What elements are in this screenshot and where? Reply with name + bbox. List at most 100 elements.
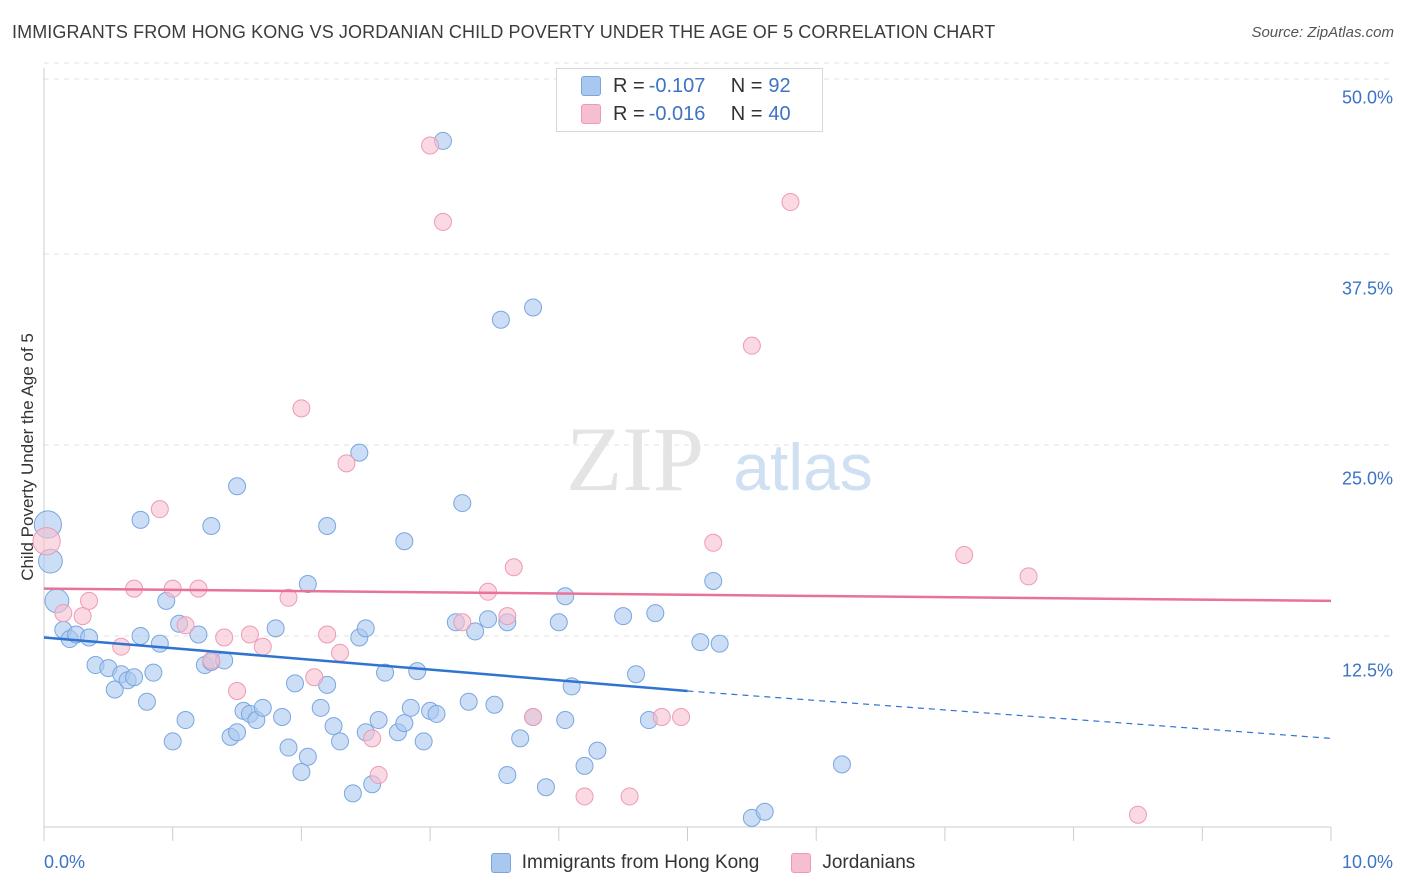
point-hong-kong bbox=[408, 662, 427, 681]
point-jordanians bbox=[369, 766, 388, 785]
point-jordanians bbox=[73, 607, 92, 626]
legend-swatch-pink bbox=[791, 853, 812, 873]
point-jordanians bbox=[575, 787, 594, 806]
point-hong-kong bbox=[466, 622, 485, 641]
point-jordanians bbox=[742, 336, 761, 355]
legend-r-label: R = bbox=[613, 102, 645, 125]
legend-swatch-blue bbox=[490, 853, 511, 873]
series-legend: Immigrants from Hong Kong Jordanians bbox=[0, 852, 1406, 874]
point-hong-kong bbox=[131, 510, 150, 529]
point-jordanians bbox=[337, 454, 356, 473]
legend-r-label: R = bbox=[613, 74, 645, 97]
point-jordanians bbox=[279, 588, 298, 607]
point-hong-kong bbox=[498, 766, 517, 785]
point-hong-kong bbox=[163, 732, 182, 751]
point-hong-kong bbox=[125, 668, 144, 687]
point-hong-kong bbox=[710, 634, 729, 653]
point-jordanians bbox=[453, 613, 472, 632]
point-jordanians bbox=[318, 625, 337, 644]
point-jordanians bbox=[1128, 805, 1147, 824]
point-hong-kong bbox=[131, 627, 150, 645]
x-tick-label: 10.0% bbox=[1341, 852, 1393, 872]
point-hong-kong bbox=[704, 571, 723, 590]
point-hong-kong bbox=[356, 619, 375, 638]
point-hong-kong bbox=[189, 625, 208, 644]
legend-row-jordanians: R = -0.016 N = 40 bbox=[581, 101, 791, 127]
point-jordanians bbox=[433, 212, 452, 231]
point-hong-kong bbox=[150, 634, 169, 653]
point-hong-kong bbox=[253, 698, 272, 717]
point-hong-kong bbox=[137, 692, 156, 711]
point-hong-kong bbox=[511, 729, 530, 748]
point-hong-kong bbox=[395, 532, 414, 551]
y-tick-label: 25.0% bbox=[1341, 468, 1393, 489]
watermark: ZIP atlas bbox=[566, 408, 873, 510]
point-hong-kong bbox=[279, 738, 298, 757]
point-jordanians bbox=[253, 637, 272, 656]
point-hong-kong bbox=[485, 695, 504, 714]
point-hong-kong bbox=[311, 698, 330, 717]
point-jordanians bbox=[363, 729, 382, 748]
point-hong-kong bbox=[273, 707, 292, 726]
point-jordanians bbox=[781, 193, 800, 212]
point-jordanians bbox=[305, 668, 324, 687]
point-jordanians bbox=[292, 399, 311, 418]
point-jordanians bbox=[112, 637, 131, 656]
point-hong-kong bbox=[414, 732, 433, 751]
point-hong-kong bbox=[524, 298, 543, 317]
point-hong-kong bbox=[298, 747, 317, 766]
legend-n-value: 40 bbox=[768, 102, 791, 125]
point-hong-kong bbox=[614, 607, 633, 626]
watermark-zip: ZIP bbox=[566, 408, 704, 510]
point-hong-kong bbox=[80, 628, 99, 647]
point-jordanians bbox=[421, 136, 440, 155]
legend-r-value: -0.016 bbox=[648, 102, 706, 125]
point-hong-kong bbox=[324, 717, 343, 736]
series-jordanians-points bbox=[32, 136, 1147, 824]
point-hong-kong bbox=[691, 633, 710, 652]
point-hong-kong bbox=[627, 665, 646, 684]
point-jordanians bbox=[202, 651, 221, 670]
point-hong-kong bbox=[395, 714, 414, 733]
legend-n-value: 92 bbox=[768, 74, 791, 97]
point-hong-kong bbox=[144, 663, 163, 682]
point-jordanians bbox=[704, 533, 723, 552]
point-hong-kong bbox=[536, 778, 555, 797]
point-jordanians bbox=[1019, 567, 1038, 586]
point-jordanians bbox=[652, 707, 671, 726]
point-jordanians bbox=[672, 707, 691, 726]
y-tick-label: 50.0% bbox=[1341, 87, 1393, 108]
point-jordanians bbox=[176, 616, 195, 635]
point-hong-kong bbox=[556, 587, 575, 606]
x-tick-label: 0.0% bbox=[44, 852, 86, 872]
point-hong-kong bbox=[376, 663, 395, 682]
point-hong-kong bbox=[285, 674, 304, 693]
point-hong-kong bbox=[479, 610, 498, 629]
y-axis-label: Child Poverty Under the Age of 5 bbox=[18, 333, 37, 581]
point-jordanians bbox=[54, 604, 73, 623]
source-label: Source: ZipAtlas.com bbox=[1251, 24, 1394, 41]
point-hong-kong bbox=[556, 711, 575, 730]
point-jordanians bbox=[331, 643, 350, 662]
point-hong-kong bbox=[292, 762, 311, 781]
legend-r-value: -0.107 bbox=[648, 74, 706, 97]
point-jordanians bbox=[215, 628, 234, 647]
trend-line-hong-kong-extension bbox=[687, 690, 1332, 739]
point-hong-kong bbox=[401, 698, 420, 717]
point-hong-kong bbox=[459, 692, 478, 711]
point-hong-kong bbox=[298, 575, 317, 594]
chart-title: IMMIGRANTS FROM HONG KONG VS JORDANIAN C… bbox=[12, 22, 996, 42]
legend-item-hong-kong: Immigrants from Hong Kong bbox=[490, 852, 759, 874]
trend-line-jordanians bbox=[43, 587, 1332, 603]
point-jordanians bbox=[620, 787, 639, 806]
point-hong-kong bbox=[176, 711, 195, 730]
point-hong-kong bbox=[266, 619, 285, 638]
legend-swatch-blue bbox=[581, 76, 601, 96]
point-jordanians bbox=[240, 625, 259, 644]
point-jordanians bbox=[32, 527, 61, 556]
legend-row-hong-kong: R = -0.107 N = 92 bbox=[581, 73, 791, 99]
point-jordanians bbox=[524, 707, 543, 726]
axes bbox=[43, 68, 1332, 841]
point-hong-kong bbox=[105, 680, 124, 699]
